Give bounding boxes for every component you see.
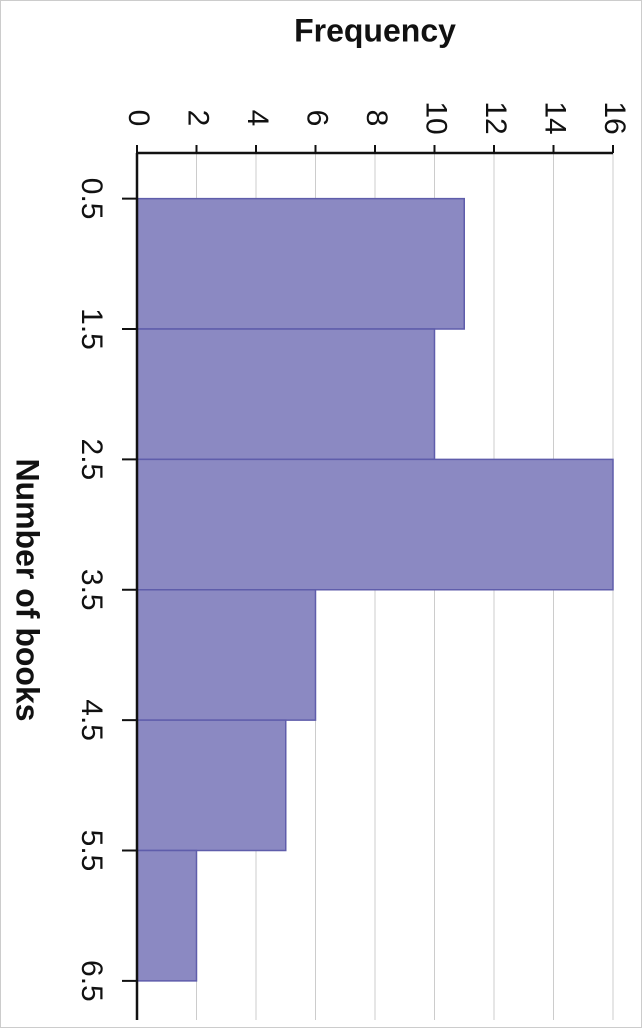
y-tick-label: 16 [598,101,631,134]
bar [136,328,436,461]
x-tick-label: 1.5 [75,308,108,350]
y-tick-label: 6 [301,110,334,127]
x-tick-label: 3.5 [75,569,108,611]
y-axis-label: Frequency [294,12,456,48]
y-tick-label: 10 [420,101,453,134]
bar [136,589,317,721]
x-tick-label: 6.5 [75,960,108,1002]
y-tick-label: 2 [182,110,215,127]
y-tick-label: 12 [479,101,512,134]
x-tick-label: 2.5 [75,439,108,481]
bar [136,458,614,591]
y-tick-label: 14 [539,101,572,134]
y-tick-label: 4 [241,110,274,127]
x-axis-label: Number of books [10,458,46,721]
x-tick-label: 4.5 [75,699,108,741]
bar [136,197,465,330]
bar [136,719,287,852]
y-tick-label: 8 [360,110,393,127]
x-tick-label: 5.5 [75,830,108,872]
x-tick-label: 0.5 [75,178,108,220]
bar [136,849,198,982]
y-tick-label: 0 [122,110,155,127]
